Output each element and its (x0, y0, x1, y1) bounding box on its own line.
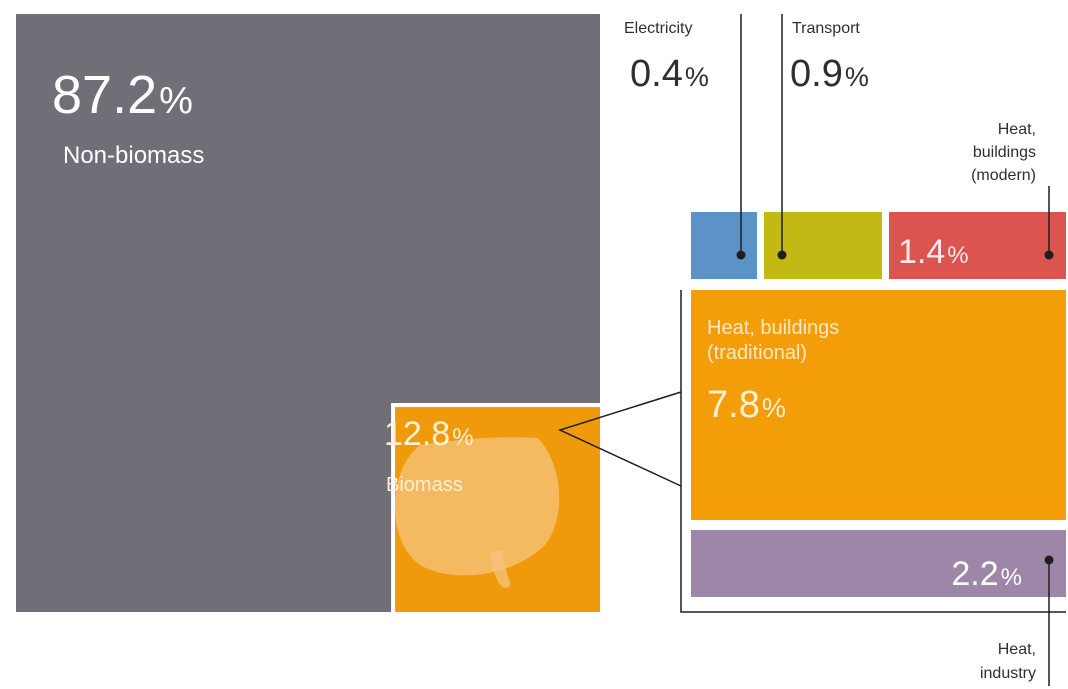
heat-buildings-modern-label-line-1: Heat, (998, 121, 1036, 138)
electricity-block (691, 212, 757, 279)
transport-value: 0.9% (790, 53, 869, 95)
electricity-value-number: 0.4 (630, 53, 683, 95)
electricity-label: Electricity (624, 20, 692, 37)
electricity-value-percent-sign: % (685, 62, 709, 92)
non-biomass-block (16, 14, 600, 612)
heat-buildings-modern-leader-dot (1044, 250, 1054, 260)
heat-buildings-modern-value: 1.4% (898, 233, 969, 271)
transport-label: Transport (792, 20, 860, 37)
heat-buildings-modern-label-line-2: buildings (973, 144, 1036, 161)
zoom-connector (557, 391, 682, 487)
leaf-body (394, 437, 560, 576)
non-biomass-value-percent-sign: % (159, 80, 193, 122)
transport-value-percent-sign: % (845, 62, 869, 92)
heat-industry-value: 2.2% (951, 555, 1022, 593)
heat-buildings-traditional-label-line-2: (traditional) (707, 342, 807, 364)
heat-industry-value-percent-sign: % (1001, 564, 1022, 591)
heat-buildings-traditional-value: 7.8% (707, 384, 786, 426)
electricity-value: 0.4% (630, 53, 709, 95)
non-biomass-value: 87.2% (52, 65, 193, 125)
heat-industry-value-number: 2.2 (951, 555, 998, 593)
heat-industry-block (691, 530, 1066, 597)
non-biomass-value-number: 87.2 (52, 65, 157, 125)
leaf-stem (490, 550, 511, 588)
heat-buildings-traditional-label-line-1: Heat, buildings (707, 317, 839, 339)
heat-buildings-modern-label-line-3: (modern) (971, 167, 1036, 184)
transport-leader-dot (777, 250, 787, 260)
biomass-value-number: 12.8 (384, 415, 450, 453)
heat-buildings-traditional-value-number: 7.8 (707, 384, 760, 426)
non-biomass-label: Non-biomass (63, 142, 204, 169)
electricity-leader-dot (736, 250, 746, 260)
heat-buildings-modern-value-percent-sign: % (947, 242, 968, 269)
biomass-leaf-icon (394, 437, 560, 588)
transport-block (764, 212, 882, 279)
biomass-label: Biomass (386, 474, 463, 496)
heat-industry-label-line-2: industry (980, 665, 1036, 682)
breakdown-bracket (680, 290, 1066, 613)
heat-buildings-modern-value-number: 1.4 (898, 233, 945, 271)
transport-value-number: 0.9 (790, 53, 843, 95)
heat-buildings-traditional-value-percent-sign: % (762, 393, 786, 423)
heat-buildings-modern-block (889, 212, 1066, 279)
biomass-value-percent-sign: % (452, 424, 473, 451)
heat-industry-label-line-1: Heat, (998, 641, 1036, 658)
heat-industry-leader-dot (1044, 555, 1054, 565)
heat-buildings-traditional-block (691, 290, 1066, 520)
biomass-value: 12.8% (384, 415, 474, 453)
